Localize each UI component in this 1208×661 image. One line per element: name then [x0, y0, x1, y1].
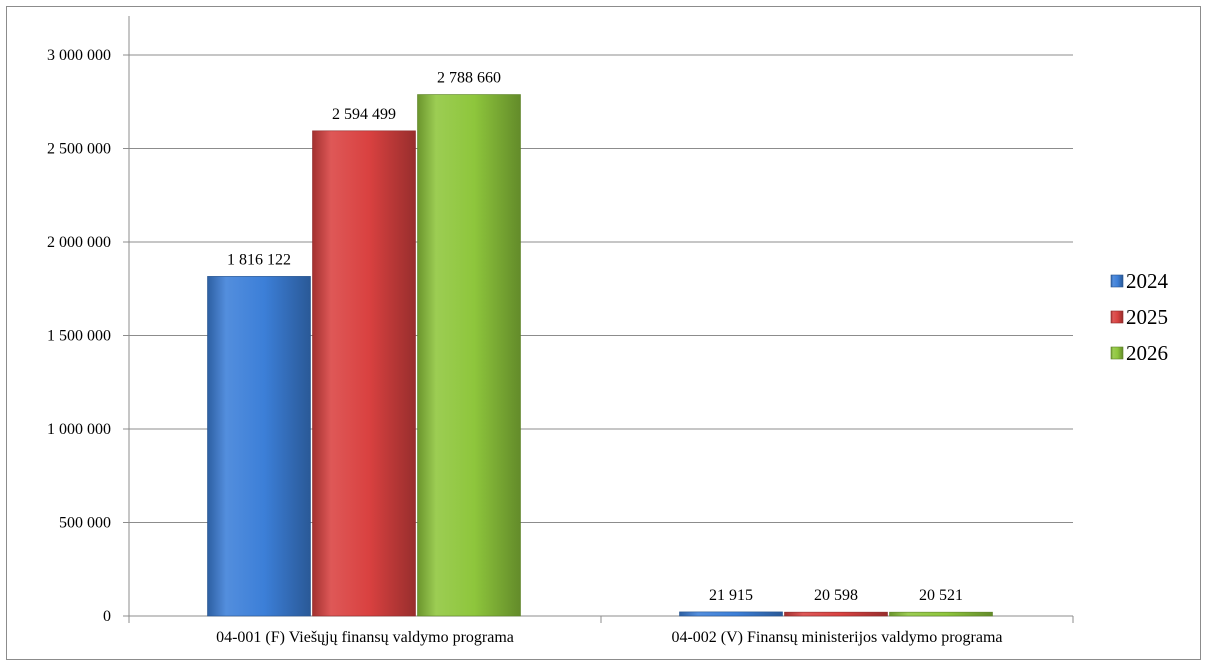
y-tick-label: 500 000: [59, 515, 111, 532]
y-tick-label: 1 500 000: [47, 328, 111, 345]
y-tick-label: 2 500 000: [47, 141, 111, 158]
data-labels: 1 816 122 2 594 499 2 788 660 21 915 20 598 2…: [227, 70, 963, 605]
legend-label: 2024: [1126, 269, 1169, 293]
legend-swatch-2026: [1110, 346, 1124, 360]
x-category-label: 04-001 (F) Viešųjų finansų valdymo progr…: [216, 629, 514, 646]
bar-2025-1: [312, 130, 416, 617]
y-tick-label: 2 000 000: [47, 234, 111, 251]
y-tick-label: 3 000 000: [47, 47, 111, 64]
data-label: 2 788 660: [437, 70, 501, 87]
y-tick-label: 0: [103, 608, 111, 625]
data-label: 21 915: [709, 587, 753, 604]
chart-frame: [6, 6, 1201, 660]
legend-label: 2025: [1126, 305, 1168, 329]
legend-swatch-2024: [1110, 274, 1124, 288]
legend-swatch-2025: [1110, 310, 1124, 324]
legend: 2024 2025 2026: [1110, 269, 1169, 365]
data-label: 20 521: [919, 587, 963, 604]
bar-2024-2: [679, 611, 783, 617]
bar-2025-2: [784, 611, 888, 617]
x-category-label: 04-002 (V) Finansų ministerijos valdymo …: [671, 629, 1002, 646]
x-axis-categories: 04-001 (F) Viešųjų finansų valdymo progr…: [216, 629, 1002, 646]
bar-2024-1: [207, 276, 311, 617]
data-label: 1 816 122: [227, 251, 291, 268]
bars: [207, 94, 993, 617]
bar-2026-1: [417, 94, 521, 617]
y-tick-label: 1 000 000: [47, 421, 111, 438]
y-axis-ticks: 0 500 000 1 000 000 1 500 000 2 000 000 2 500…: [47, 47, 129, 625]
data-label: 20 598: [814, 587, 858, 604]
legend-label: 2026: [1126, 341, 1168, 365]
data-label: 2 594 499: [332, 106, 396, 123]
bar-2026-2: [889, 611, 993, 617]
